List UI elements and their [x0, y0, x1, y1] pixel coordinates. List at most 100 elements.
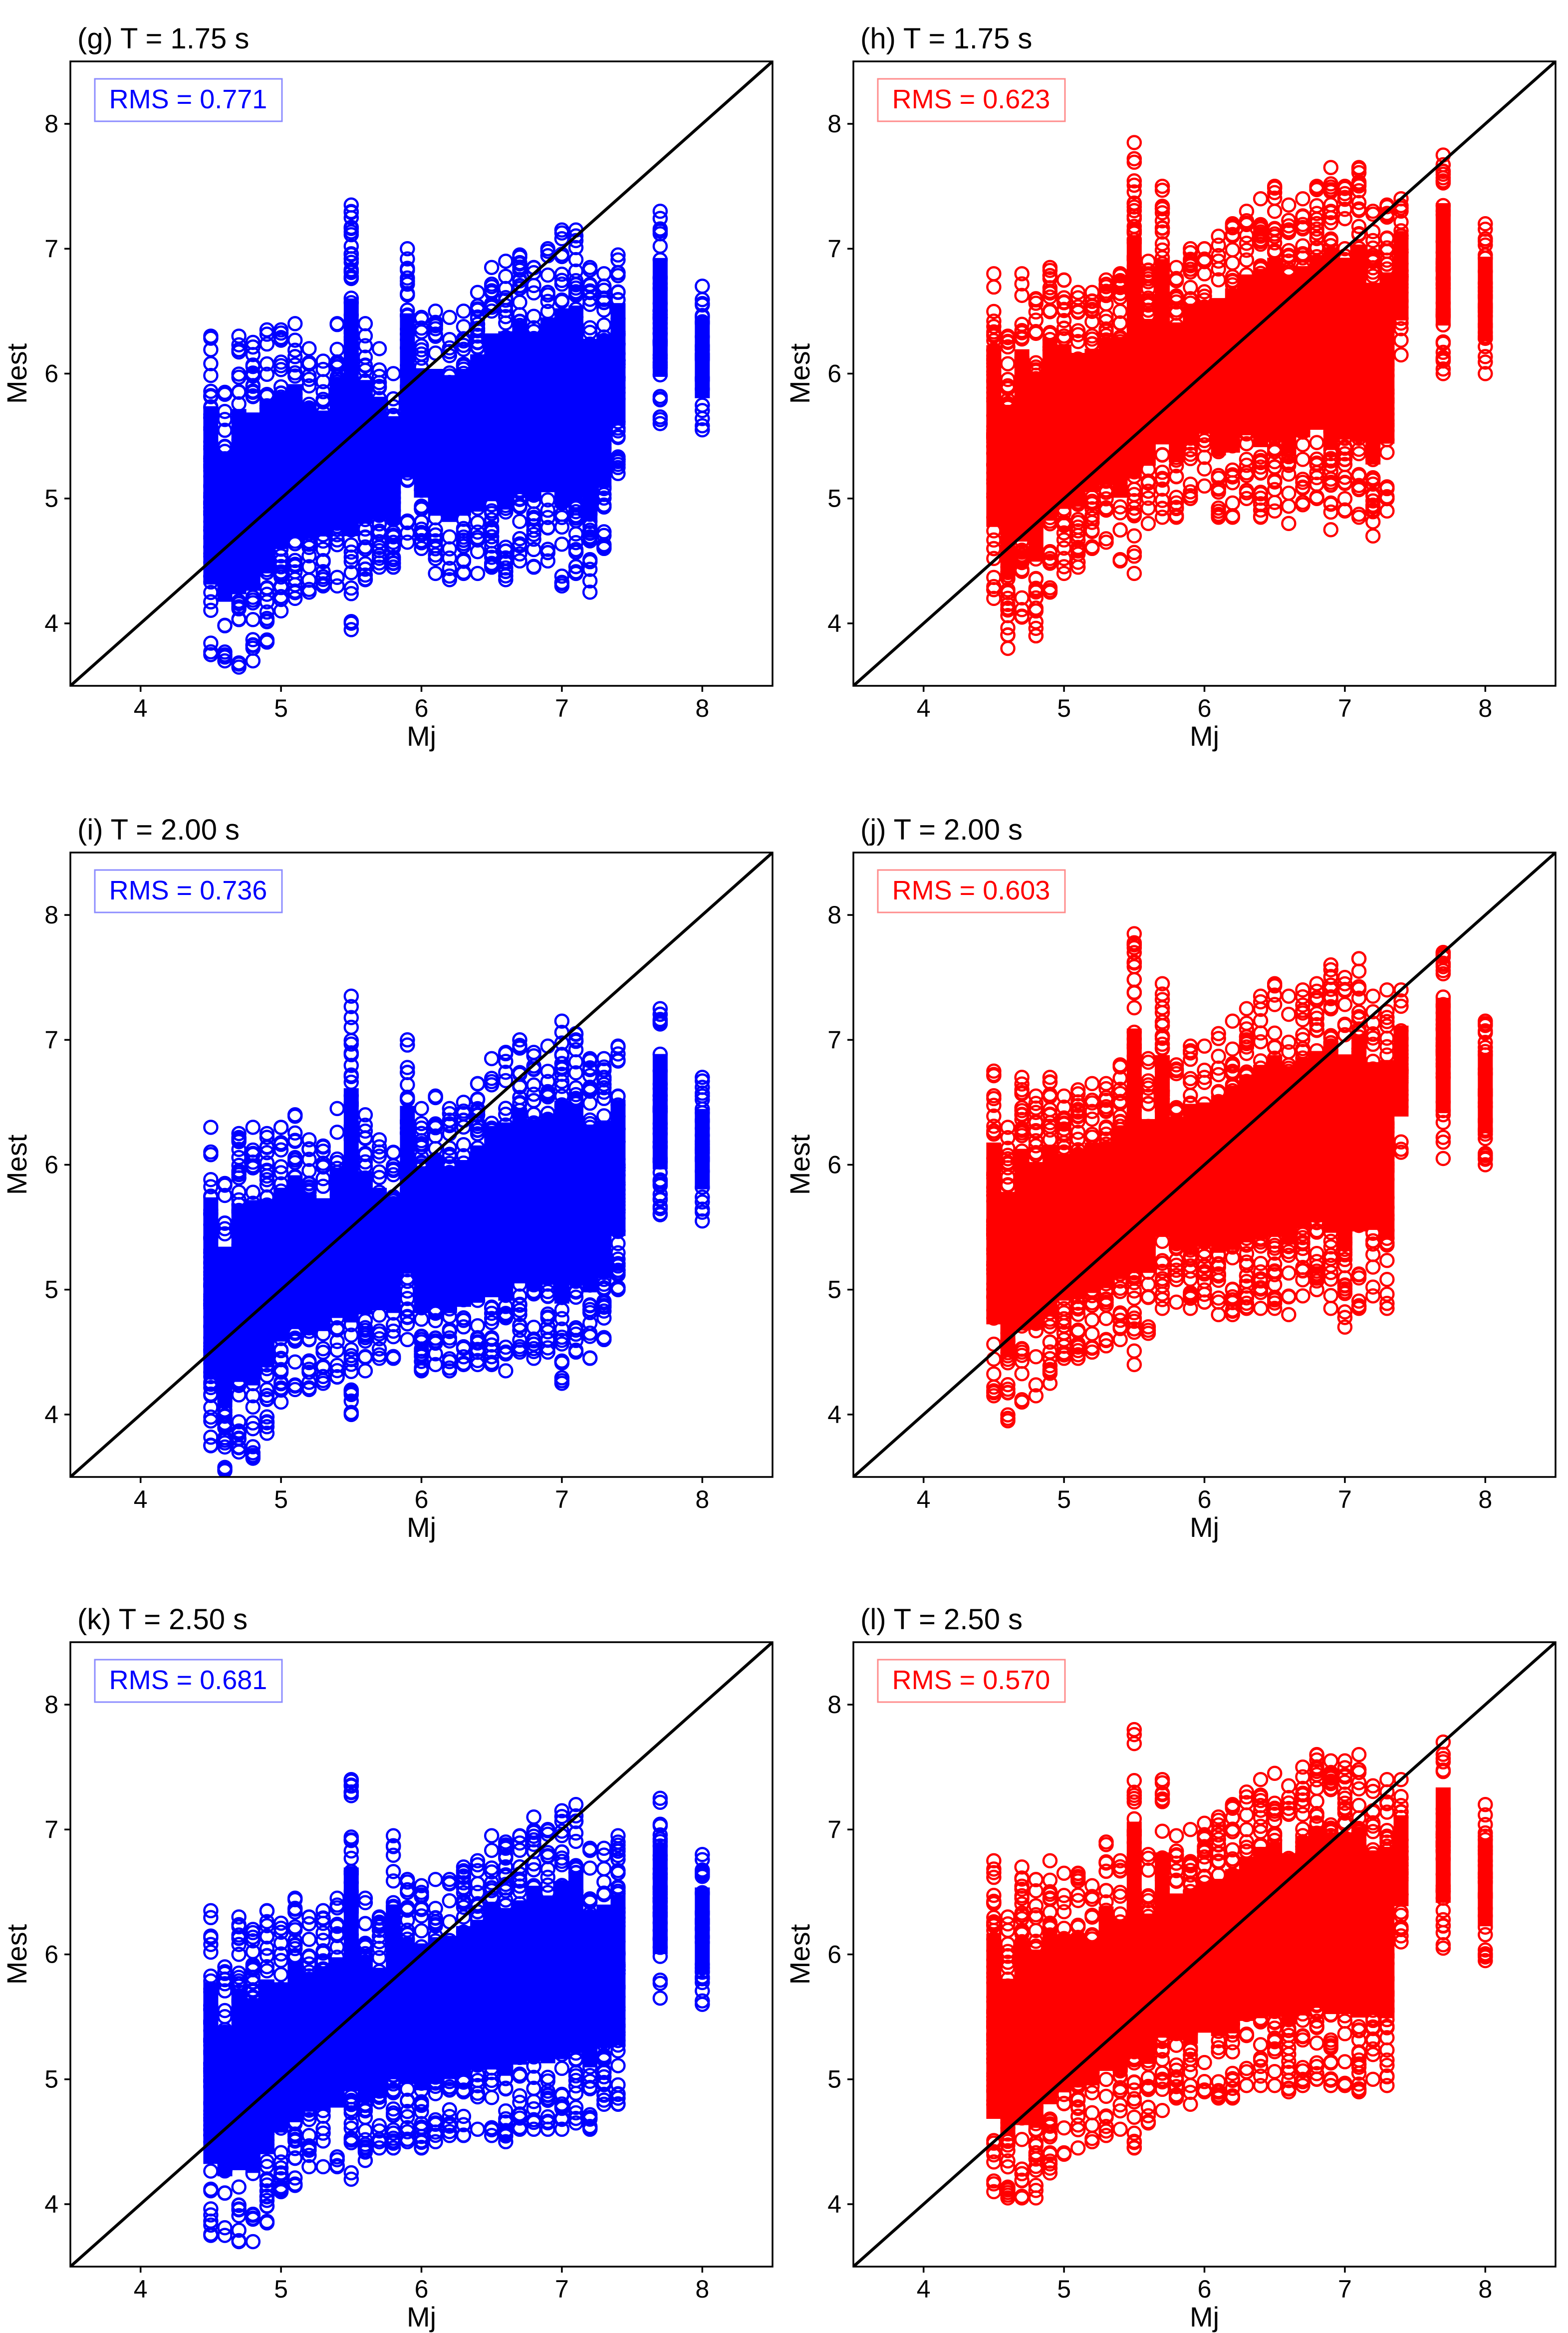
- data-point: [357, 1350, 373, 1365]
- data-point: [259, 1126, 275, 1142]
- data-point: [343, 239, 359, 254]
- data-point: [1042, 260, 1058, 276]
- data-point: [554, 569, 570, 584]
- data-point: [568, 559, 584, 575]
- data-point: [400, 1273, 415, 1289]
- data-point: [1140, 516, 1156, 531]
- data-point: [1000, 640, 1016, 656]
- data-point: [217, 1461, 233, 1477]
- data-point: [442, 561, 458, 577]
- data-point: [484, 285, 500, 300]
- data-point: [1253, 496, 1269, 512]
- data-point: [1281, 516, 1297, 531]
- data-point: [610, 285, 626, 300]
- data-point: [610, 247, 626, 263]
- data-point: [371, 1149, 387, 1164]
- data-point: [1253, 490, 1269, 506]
- data-point-cluster: [526, 333, 541, 502]
- data-point: [343, 197, 359, 213]
- data-point: [231, 1431, 247, 1446]
- data-point: [400, 1032, 415, 1048]
- data-point: [329, 570, 345, 585]
- data-point: [371, 1169, 387, 1185]
- data-point: [400, 1037, 415, 1053]
- data-point-cluster: [695, 317, 710, 398]
- data-point: [400, 1077, 415, 1093]
- y-tick-label: 5: [827, 485, 841, 513]
- data-point: [1098, 491, 1114, 507]
- data-point: [273, 548, 289, 564]
- data-point: [343, 1342, 359, 1358]
- data-point: [1239, 236, 1255, 251]
- data-point: [273, 322, 289, 338]
- data-point: [1365, 486, 1381, 502]
- data-point-cluster: [1070, 352, 1086, 507]
- data-point: [1126, 203, 1142, 219]
- data-point: [1351, 478, 1367, 493]
- data-point: [217, 1175, 233, 1191]
- data-point: [1478, 349, 1493, 364]
- rms-annotation-box: [877, 78, 1066, 122]
- data-point: [1183, 476, 1198, 492]
- data-point: [1197, 251, 1212, 267]
- data-point: [1323, 205, 1339, 221]
- data-point: [273, 1165, 289, 1180]
- data-point: [400, 1332, 415, 1348]
- data-point: [1126, 545, 1142, 561]
- data-point: [400, 1310, 415, 1325]
- data-point: [582, 562, 598, 577]
- data-point: [1126, 528, 1142, 544]
- data-point: [1267, 229, 1283, 245]
- data-point: [456, 341, 472, 357]
- data-point: [1295, 238, 1310, 254]
- data-point: [287, 316, 303, 331]
- data-point: [1281, 458, 1297, 473]
- data-point: [301, 1141, 317, 1157]
- data-point-cluster: [414, 368, 429, 498]
- data-point: [301, 1152, 317, 1167]
- data-point: [231, 1170, 247, 1185]
- data-point: [1154, 201, 1170, 217]
- data-point: [512, 499, 527, 515]
- data-point: [385, 527, 401, 543]
- data-point-cluster: [273, 391, 289, 550]
- data-point-cluster: [1225, 288, 1240, 453]
- data-point: [596, 499, 612, 515]
- data-point: [315, 353, 331, 369]
- data-point: [301, 548, 317, 564]
- data-point: [259, 1392, 275, 1407]
- data-point: [484, 260, 500, 276]
- data-point: [371, 1139, 387, 1155]
- y-axis-label: Mest: [1, 343, 32, 404]
- data-point: [273, 1142, 289, 1158]
- data-point: [371, 341, 387, 356]
- data-point: [385, 552, 401, 568]
- data-point: [1140, 271, 1156, 287]
- data-point: [1056, 272, 1072, 288]
- data-point: [203, 1120, 219, 1135]
- x-tick-label: 8: [1478, 694, 1492, 722]
- data-point: [357, 1363, 373, 1379]
- data-point-cluster: [273, 1187, 289, 1342]
- data-point: [554, 267, 570, 282]
- x-tick-label: 5: [274, 694, 288, 722]
- data-point: [1126, 507, 1142, 523]
- data-point: [343, 988, 359, 1004]
- data-point: [371, 1347, 387, 1363]
- data-points: [203, 988, 710, 1477]
- data-point: [357, 316, 373, 331]
- rms-annotation: RMS = 0.771: [109, 84, 267, 114]
- data-point: [582, 531, 598, 547]
- data-point: [301, 341, 317, 356]
- data-point: [301, 378, 317, 394]
- data-point: [582, 523, 598, 538]
- data-point-cluster: [1365, 283, 1381, 465]
- data-point: [1014, 288, 1030, 303]
- data-point: [568, 564, 584, 580]
- data-point: [301, 582, 317, 597]
- data-point-cluster: [259, 1199, 274, 1368]
- data-point: [1379, 206, 1395, 221]
- data-point: [652, 211, 668, 226]
- data-point-cluster: [414, 1166, 429, 1313]
